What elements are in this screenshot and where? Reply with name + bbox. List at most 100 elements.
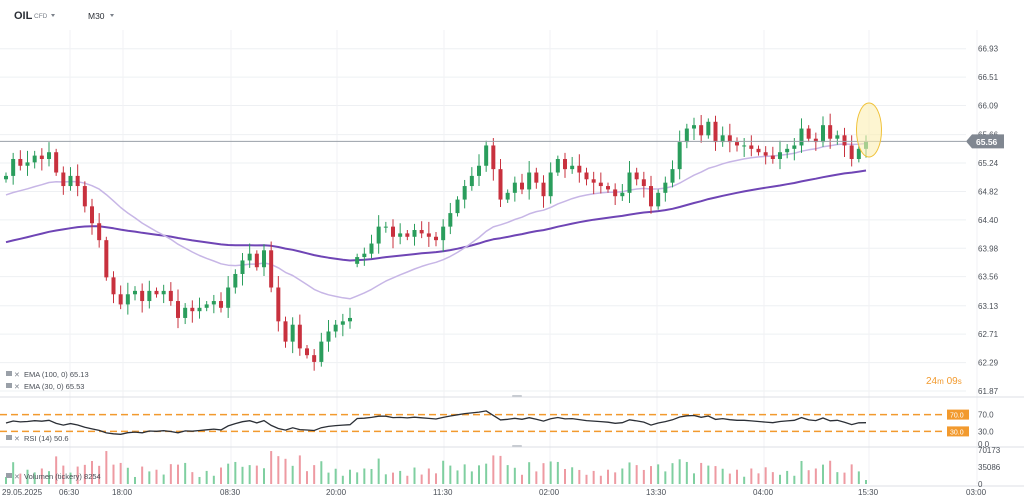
volume-bar [786,470,789,484]
timeframe-selector[interactable]: M30 [88,11,105,21]
price-tick-label: 63.98 [978,244,999,253]
rsi-tick-label: 0.0 [978,440,990,449]
candle-body [720,135,725,143]
volume-bar [578,469,581,484]
volume-bar [255,465,258,484]
volume-bar [814,468,817,484]
candle-body [670,169,675,183]
candle-body [319,341,324,362]
volume-bar [607,469,609,484]
volume-bar [406,475,409,484]
candle-body [570,165,575,170]
candle-body [799,128,804,146]
volume-bar [392,472,394,484]
volume-bar [535,471,538,484]
candle-body [68,175,73,187]
volume-bar [822,464,824,484]
volume-bar [241,466,244,484]
volume-bar [779,474,781,484]
volume-bar [112,464,115,484]
volume-bar [98,465,101,484]
volume-bar [571,467,574,484]
legend-close-icon[interactable]: ✕ [14,474,20,481]
ema-30-legend[interactable]: ✕ EMA (30, 0) 65.53 [6,382,84,391]
grid-lines [0,30,978,484]
volume-bar [40,468,43,484]
volume-bar [685,461,688,484]
volume-bar [650,466,652,484]
rsi-legend[interactable]: ✕ RSI (14) 50.6 [6,434,69,443]
legend-menu-icon[interactable] [6,371,12,376]
volume-bar [126,467,129,484]
current-price-tag [966,134,1004,149]
legend-close-icon[interactable]: ✕ [14,372,20,379]
candle-body [254,253,259,268]
legend-menu-icon[interactable] [6,473,12,478]
volume-bar [327,472,330,484]
candle-body [419,230,424,234]
candle-body [813,138,818,143]
volume-bar [356,472,359,484]
candle-body [505,192,510,200]
volume-bar [334,468,337,484]
volume-bar [707,465,710,484]
volume-bar [370,468,373,484]
volume-bar [162,474,165,484]
volume-bar [549,461,552,484]
symbol-name[interactable]: OIL [14,10,33,22]
candle-body [355,257,360,264]
candle-body [641,179,646,187]
volume-bar [807,470,810,484]
candle-body [598,182,603,187]
candle-body [269,250,274,288]
candle-body [541,182,546,197]
volume-bar [277,456,280,484]
candle-body [154,290,159,295]
candle-body [835,135,840,139]
candle-body [441,226,446,241]
legend-close-icon[interactable]: ✕ [14,436,20,443]
candle-body [183,307,188,318]
candle-body [462,186,467,200]
candle-body [75,175,80,187]
candle-body [577,165,582,173]
rsi-panel: 70.0 30.0 70.0 30.0 0.0 [0,409,994,449]
symbol-dropdown-chevron-icon[interactable] [51,14,55,17]
volume-bar [542,463,545,484]
volume-bar [614,472,617,484]
ema-100-legend[interactable]: ✕ EMA (100, 0) 65.13 [6,370,89,379]
candle-body [82,186,87,207]
volume-bar [83,464,86,484]
volume-bar [850,464,853,484]
volume-bar [291,465,294,484]
candle-body [649,186,653,207]
volume-legend[interactable]: ✕ Volumen (tickery) 8254 [6,472,101,481]
ema-100-line [5,169,867,262]
volume-tick-label: 35086 [978,463,1001,472]
candle-body [161,290,166,295]
candle-body [706,121,711,136]
candle-body [369,243,374,254]
candle-body [620,192,625,197]
volume-bar [857,471,860,484]
volume-bar [198,476,201,484]
rsi-level-tag-label: 70.0 [950,413,964,420]
volume-bar [141,466,144,484]
candle-body [634,172,639,180]
candle-body [591,179,596,183]
price-tick-label: 64.82 [978,187,999,196]
candle-body [226,287,231,308]
legend-menu-icon[interactable] [6,383,12,388]
volume-bar [298,455,301,484]
volume-bar [865,480,867,484]
timeframe-dropdown-chevron-icon[interactable] [110,14,114,17]
candle-body [168,290,173,302]
candle-body [749,145,754,149]
candle-body [118,294,123,305]
legend-menu-icon[interactable] [6,435,12,440]
volume-bar [205,470,208,484]
legend-close-icon[interactable]: ✕ [14,384,20,391]
volume-bar [119,462,122,484]
current-price-label: 65.56 [976,137,998,147]
